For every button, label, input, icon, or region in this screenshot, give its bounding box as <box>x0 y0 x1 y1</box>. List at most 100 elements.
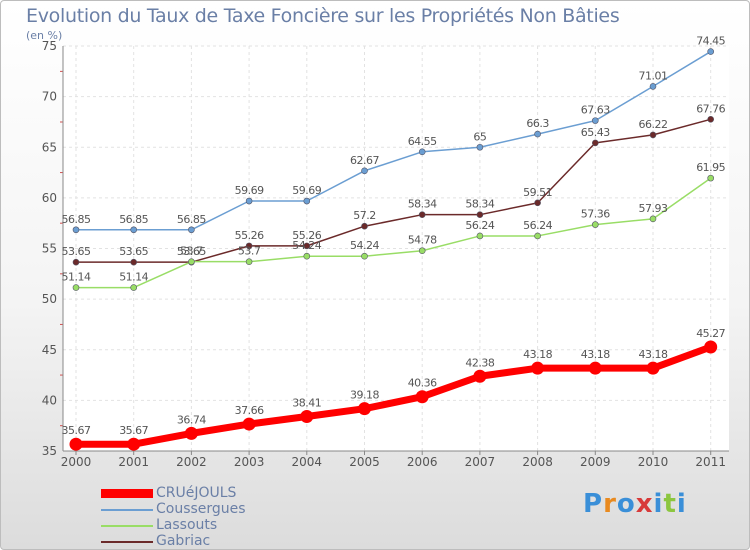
data-point <box>415 390 429 404</box>
y-tick-label: 50 <box>42 292 57 306</box>
data-point <box>69 437 83 451</box>
data-label: 62.67 <box>350 154 379 167</box>
data-point <box>591 117 599 124</box>
data-label: 54.78 <box>408 234 437 247</box>
logo-letter: r <box>603 489 617 519</box>
data-point <box>188 226 195 234</box>
legend-label-lassouts: Lassouts <box>156 517 218 533</box>
data-label: 35.67 <box>62 424 91 437</box>
data-point <box>534 232 541 240</box>
data-label: 57.36 <box>581 208 610 221</box>
logo-letter: o <box>616 489 636 519</box>
data-point <box>361 167 368 175</box>
y-tick-label: 40 <box>42 393 57 407</box>
logo-letter: x <box>635 489 654 519</box>
x-tick-label: 2007 <box>465 455 496 469</box>
data-point <box>534 199 541 207</box>
legend-swatch-gabriac <box>101 541 153 543</box>
logo-letter: i <box>653 489 664 519</box>
data-label: 53.65 <box>119 245 148 258</box>
x-tick-label: 2006 <box>407 455 438 469</box>
data-point <box>646 361 660 375</box>
data-label: 65 <box>473 130 486 143</box>
legend-swatch-lassouts <box>101 525 153 527</box>
data-label: 51.14 <box>62 271 91 284</box>
data-label: 56.85 <box>119 213 148 226</box>
logo-letter: t <box>663 489 677 519</box>
data-point <box>649 131 657 139</box>
data-point <box>300 409 314 423</box>
y-tick-label: 75 <box>42 39 57 53</box>
chart-title: Evolution du Taux de Taxe Foncière sur l… <box>26 5 620 27</box>
data-label: 56.85 <box>62 213 91 226</box>
legend-label-coussergues: Coussergues <box>156 501 246 517</box>
data-point <box>476 232 484 240</box>
x-tick-label: 2005 <box>349 455 380 469</box>
data-point <box>534 130 541 138</box>
data-label: 54.24 <box>350 239 379 252</box>
data-label: 45.27 <box>696 327 725 340</box>
data-point <box>361 252 368 260</box>
data-point <box>303 252 311 260</box>
x-tick-label: 2004 <box>292 455 323 469</box>
data-label: 61.95 <box>696 161 725 174</box>
y-tick-label: 35 <box>42 444 57 458</box>
data-point <box>591 221 599 228</box>
series-line-lassouts <box>76 177 712 289</box>
data-point <box>303 242 311 250</box>
data-point <box>531 361 545 375</box>
legend-label-cruejouls: CRUéJOULS <box>156 485 237 501</box>
data-label: 40.36 <box>408 377 437 390</box>
data-point <box>245 258 253 265</box>
data-label: 58.34 <box>465 198 494 211</box>
data-label: 64.55 <box>408 135 437 148</box>
data-point <box>72 258 80 266</box>
data-label: 71.01 <box>639 69 668 82</box>
data-label: 59.69 <box>292 184 321 197</box>
data-point <box>418 247 426 255</box>
data-point <box>418 148 426 156</box>
data-point <box>72 226 80 234</box>
data-label: 56.24 <box>523 219 552 232</box>
x-tick-label: 2010 <box>638 455 669 469</box>
data-point <box>130 258 137 266</box>
data-label: 53.7 <box>180 245 203 258</box>
data-label: 58.34 <box>408 198 437 211</box>
data-label: 42.38 <box>465 356 494 369</box>
data-label: 37.66 <box>235 404 264 417</box>
data-point <box>476 143 484 151</box>
data-point <box>303 197 311 205</box>
proxiti-logo: Proxiti <box>583 489 687 519</box>
data-label: 57.2 <box>353 209 376 222</box>
data-label: 56.85 <box>177 213 206 226</box>
x-tick-label: 2008 <box>522 455 553 469</box>
data-point <box>361 222 368 230</box>
data-label: 38.41 <box>292 396 321 409</box>
data-label: 56.24 <box>465 219 494 232</box>
data-label: 39.18 <box>350 389 379 402</box>
data-label: 59.69 <box>235 184 264 197</box>
data-point <box>649 83 657 90</box>
y-tick-label: 60 <box>42 191 57 205</box>
data-label: 53.65 <box>62 245 91 258</box>
data-label: 66.22 <box>639 118 668 131</box>
y-tick-label: 65 <box>42 140 57 154</box>
data-label: 43.18 <box>581 348 610 361</box>
data-label: 53.65 <box>177 245 206 258</box>
unit-label: (en %) <box>26 29 63 42</box>
data-label: 35.67 <box>119 424 148 437</box>
x-tick-label: 2011 <box>695 455 726 469</box>
data-label: 36.74 <box>177 413 206 426</box>
data-point <box>704 340 718 354</box>
x-tick-label: 2001 <box>118 455 149 469</box>
series-line-cruéjouls <box>76 343 712 448</box>
series-line-gabriac <box>76 118 711 263</box>
data-point <box>588 361 602 375</box>
data-point <box>707 116 715 123</box>
data-point <box>591 139 599 147</box>
data-label: 55.26 <box>235 229 264 242</box>
data-label: 43.18 <box>523 348 552 361</box>
data-point <box>649 215 657 223</box>
